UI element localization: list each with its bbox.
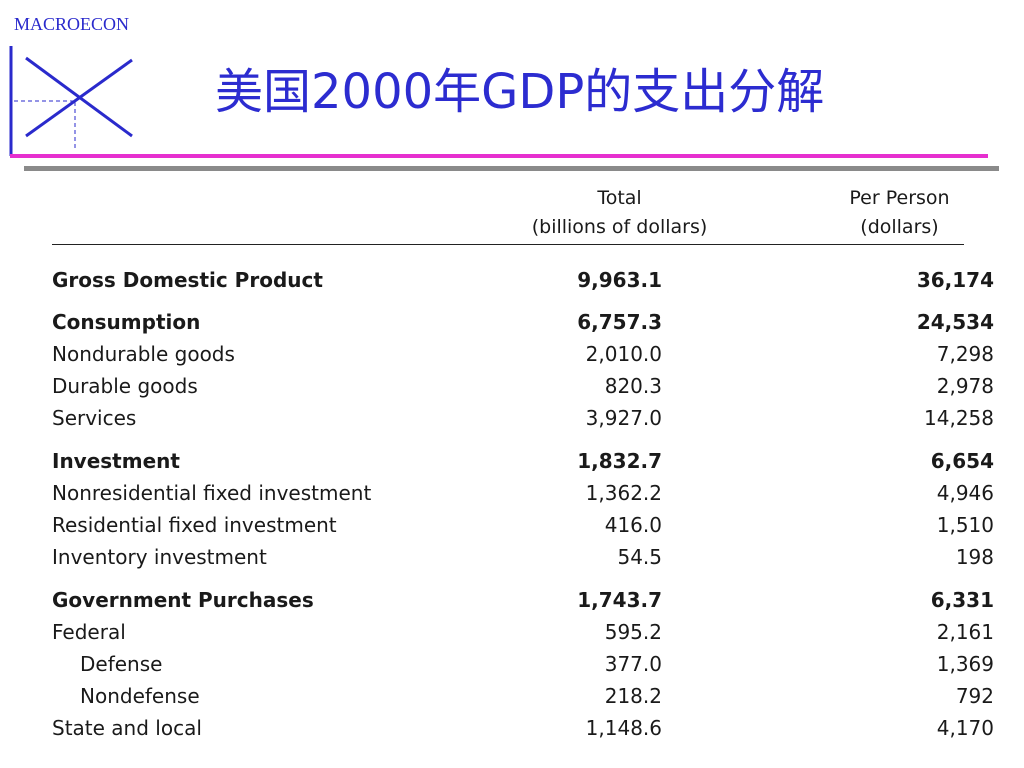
row-per-person-value: 24,534	[916, 310, 994, 334]
table-row: State and local 1,148.6 4,170	[52, 713, 994, 743]
brand-label: MACROECON	[14, 14, 130, 34]
row-total-value: 2,010.0	[585, 342, 662, 366]
row-label: Defense	[80, 652, 163, 676]
row-total-value: 6,757.3	[577, 310, 662, 334]
row-label: Gross Domestic Product	[52, 268, 323, 292]
row-total-value: 1,362.2	[585, 481, 662, 505]
column-header-per-person: Per Person (dollars)	[849, 187, 950, 238]
row-label: State and local	[52, 716, 202, 740]
row-label: Nondefense	[80, 684, 200, 708]
row-per-person-value: 14,258	[924, 406, 994, 430]
table-row: Gross Domestic Product 9,963.1 36,174	[52, 265, 994, 295]
row-per-person-value: 1,510	[936, 513, 994, 537]
table-header: Total (billions of dollars) Per Person (…	[52, 180, 964, 245]
row-per-person-value: 2,161	[936, 620, 994, 644]
row-total-value: 1,148.6	[585, 716, 662, 740]
row-per-person-value: 6,654	[930, 449, 994, 473]
table-row: Government Purchases 1,743.7 6,331	[52, 585, 994, 615]
accent-divider	[10, 154, 988, 158]
table-row: Consumption 6,757.3 24,534	[52, 307, 994, 337]
row-label: Investment	[52, 449, 180, 473]
row-per-person-value: 1,369	[936, 652, 994, 676]
row-total-value: 54.5	[617, 545, 662, 569]
row-total-value: 377.0	[604, 652, 662, 676]
table-row: Nonresidential fixed investment 1,362.2 4,…	[52, 478, 994, 508]
row-total-value: 218.2	[604, 684, 662, 708]
row-per-person-value: 4,946	[936, 481, 994, 505]
table-row: Federal 595.2 2,161	[52, 617, 994, 647]
row-per-person-value: 6,331	[930, 588, 994, 612]
row-total-value: 1,743.7	[577, 588, 662, 612]
row-label: Government Purchases	[52, 588, 314, 612]
table-row: Durable goods 820.3 2,978	[52, 371, 994, 401]
row-per-person-value: 198	[955, 545, 994, 569]
table-row: Services 3,927.0 14,258	[52, 403, 994, 433]
row-label: Durable goods	[52, 374, 198, 398]
row-total-value: 416.0	[604, 513, 662, 537]
table-row: Nondurable goods 2,010.0 7,298	[52, 339, 994, 369]
row-per-person-value: 792	[955, 684, 994, 708]
page-title: 美国2000年GDP的支出分解	[215, 64, 825, 120]
table-row: Investment 1,832.7 6,654	[52, 446, 994, 476]
row-per-person-value: 7,298	[936, 342, 994, 366]
table-top-rule	[24, 166, 999, 171]
row-total-value: 595.2	[604, 620, 662, 644]
table-row: Nondefense 218.2 792	[52, 681, 994, 711]
table-row: Inventory investment 54.5 198	[52, 542, 994, 572]
row-label: Inventory investment	[52, 545, 267, 569]
row-label: Residential fixed investment	[52, 513, 337, 537]
row-label: Nonresidential fixed investment	[52, 481, 372, 505]
macro-logo-icon	[9, 46, 133, 156]
column-header-total: Total (billions of dollars)	[531, 187, 708, 238]
table-row: Residential fixed investment 416.0 1,510	[52, 510, 994, 540]
row-total-value: 1,832.7	[577, 449, 662, 473]
row-label: Federal	[52, 620, 126, 644]
table-row: Defense 377.0 1,369	[52, 649, 994, 679]
row-per-person-value: 2,978	[936, 374, 994, 398]
row-label: Consumption	[52, 310, 201, 334]
row-label: Services	[52, 406, 137, 430]
row-per-person-value: 36,174	[916, 268, 994, 292]
row-total-value: 820.3	[604, 374, 662, 398]
gdp-expenditure-table: Total (billions of dollars) Per Person (…	[52, 180, 994, 740]
row-per-person-value: 4,170	[936, 716, 994, 740]
row-total-value: 9,963.1	[577, 268, 662, 292]
row-label: Nondurable goods	[52, 342, 235, 366]
row-total-value: 3,927.0	[585, 406, 662, 430]
